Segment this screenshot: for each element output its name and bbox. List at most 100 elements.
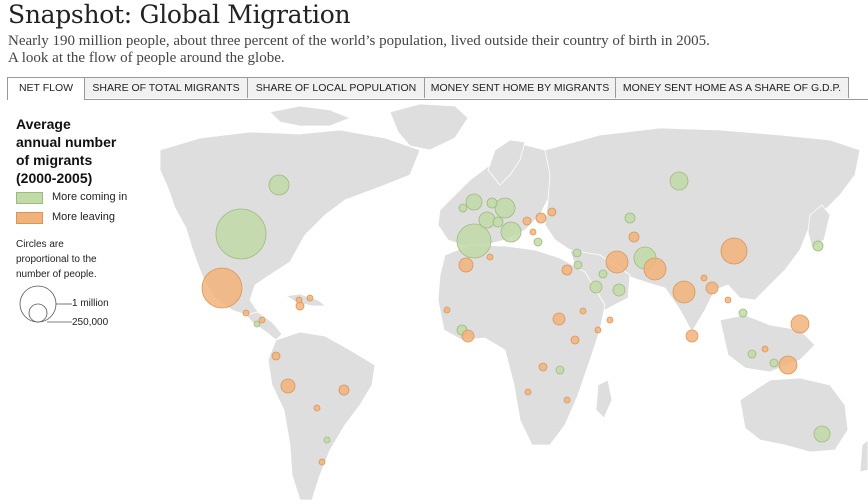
bubble-netherlands <box>486 197 498 209</box>
bubble-uk <box>465 193 483 211</box>
land-arctic-islands <box>269 105 352 127</box>
bubble-uzbekistan <box>628 231 640 243</box>
bubble-zimbabwe <box>538 362 548 372</box>
bubble-israel <box>572 248 582 258</box>
land-japan <box>807 204 831 249</box>
bubble-turkey <box>547 207 557 217</box>
bubble-sri-lanka <box>685 329 699 343</box>
page-title: Snapshot: Global Migration <box>8 0 351 29</box>
tab-money-sent-home-share-gdp[interactable]: MONEY SENT HOME AS A SHARE OF G.D.P. <box>615 77 849 98</box>
bubble-kuwait <box>598 269 608 279</box>
bubble-hong-kong <box>747 349 757 359</box>
bubble-italy <box>500 221 522 243</box>
tab-net-flow[interactable]: NET FLOW <box>7 77 85 100</box>
tab-bar: NET FLOW SHARE OF TOTAL MIGRANTS SHARE O… <box>7 77 868 100</box>
legend-note-line-2: proportional to the <box>16 254 97 265</box>
bubble-ecuador <box>271 351 281 361</box>
land-central-america <box>245 311 283 341</box>
legend: Average annual number of migrants (2000-… <box>16 115 146 329</box>
coming-in-label: More coming in <box>52 191 128 203</box>
tab-share-of-total-migrants[interactable]: SHARE OF TOTAL MIGRANTS <box>84 77 248 98</box>
bubble-canada <box>268 174 290 196</box>
bubble-kazakhstan <box>624 212 636 224</box>
bubble-vietnam <box>761 345 769 353</box>
land-africa <box>437 244 606 446</box>
bubble-sudan <box>561 264 573 276</box>
legend-title-line-3: of migrants <box>16 152 93 168</box>
land-scandinavia <box>487 139 526 186</box>
legend-note-line-1: Circles are <box>16 239 64 250</box>
bubble-el-salvador <box>258 316 266 324</box>
subtitle-line-2: A look at the flow of people around the … <box>8 50 285 66</box>
bubble-kenya <box>570 335 580 345</box>
bubble-united-states <box>215 208 267 260</box>
bubble-guatemala <box>242 309 250 317</box>
page-subtitle: Nearly 190 million people, about three p… <box>8 33 858 67</box>
size-label-small: 250,000 <box>72 317 109 328</box>
map-svg <box>159 103 868 501</box>
legend-row-leaving: More leaving <box>16 209 146 229</box>
bubble-philippines <box>790 314 810 334</box>
size-circle-small <box>28 303 48 323</box>
tab-money-sent-home[interactable]: MONEY SENT HOME BY MIGRANTS <box>424 77 616 98</box>
bubble-japan <box>812 240 824 252</box>
land-greenland <box>389 103 469 151</box>
bubble-ukraine <box>535 212 547 224</box>
bubble-russia <box>669 171 689 191</box>
bubble-argentina <box>318 458 326 466</box>
tab-share-of-local-population[interactable]: SHARE OF LOCAL POPULATION <box>247 77 425 98</box>
bubble-indonesia <box>778 355 798 375</box>
legend-title-line-2: annual number <box>16 134 117 150</box>
bubble-malaysia <box>769 358 779 368</box>
bubble-ethiopia <box>579 307 587 315</box>
bubble-chile <box>323 436 331 444</box>
bubble-egypt <box>552 312 566 326</box>
land-madagascar <box>595 379 613 419</box>
bubble-yemen <box>606 316 614 324</box>
bubble-myanmar <box>724 296 732 304</box>
bubble-bolivia <box>313 404 321 412</box>
bubble-poland <box>522 216 532 226</box>
legend-title: Average annual number of migrants (2000-… <box>16 115 146 187</box>
bubble-india <box>672 280 696 304</box>
legend-title-line-1: Average <box>16 116 71 132</box>
bubble-haiti <box>295 296 303 304</box>
bubble-nigeria <box>461 329 475 343</box>
bubble-ireland <box>458 203 468 213</box>
land-caribbean <box>284 293 328 307</box>
bubble-spain <box>456 223 492 259</box>
leaving-label: More leaving <box>52 211 115 223</box>
bubble-brazil <box>338 384 350 396</box>
bubble-costa-rica <box>253 320 261 328</box>
bubble-germany <box>494 197 516 219</box>
land-masses <box>159 103 868 501</box>
bubble-algeria <box>486 253 494 261</box>
bubble-pakistan <box>643 257 667 281</box>
land-north-america <box>159 129 421 316</box>
bubble-saudi <box>589 280 603 294</box>
land-south-america <box>267 331 376 501</box>
size-legend-circles <box>19 285 72 323</box>
bubble-australia <box>813 425 831 443</box>
bubble-mexico <box>201 267 243 309</box>
bubble-uae <box>612 283 626 297</box>
bubble-china <box>720 237 748 265</box>
land-new-zealand <box>859 439 868 473</box>
legend-row-coming-in: More coming in <box>16 189 146 209</box>
size-legend: 1 million 250,000 <box>16 284 146 329</box>
bubble-switzerland <box>492 216 504 228</box>
coming-in-swatch <box>16 192 43 204</box>
size-label-large: 1 million <box>72 298 109 309</box>
bubble-mozambique <box>563 396 571 404</box>
bubble-libya <box>533 237 543 247</box>
bubble-dominican-rep <box>306 294 314 302</box>
bubble-morocco <box>458 257 474 273</box>
bubble-south-africa <box>555 365 565 375</box>
bubble-nepal <box>700 274 708 282</box>
legend-note: Circles are proportional to the number o… <box>16 237 146 282</box>
legend-title-line-4: (2000-2005) <box>16 170 93 186</box>
migration-bubbles <box>201 171 831 466</box>
subtitle-line-1: Nearly 190 million people, about three p… <box>8 33 710 49</box>
bubble-bangladesh <box>705 281 719 295</box>
bubble-france <box>478 211 496 229</box>
